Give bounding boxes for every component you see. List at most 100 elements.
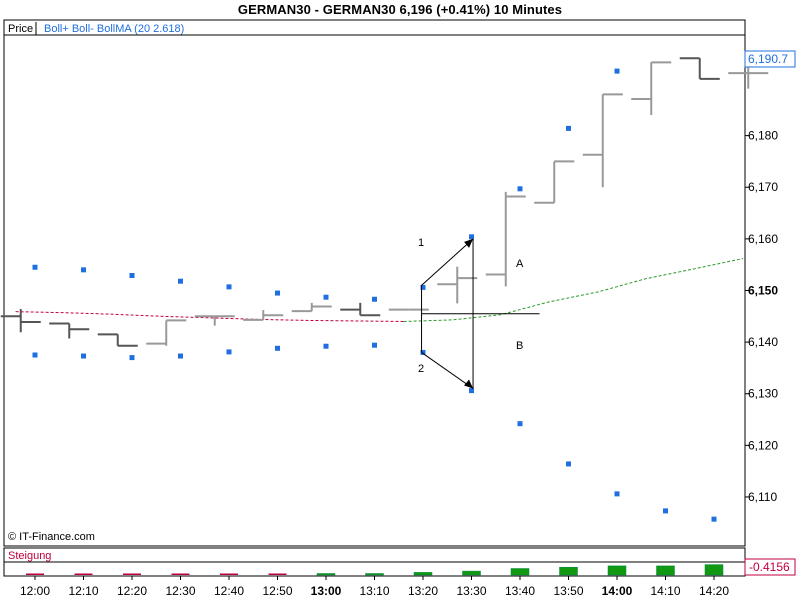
bollinger-ma-green bbox=[403, 257, 744, 322]
boll-upper-point bbox=[275, 290, 280, 296]
slope-bar bbox=[559, 566, 578, 576]
ohlc-bar bbox=[291, 302, 332, 313]
slope-bar bbox=[171, 573, 190, 575]
ohlc-bar bbox=[631, 61, 672, 115]
y-tick-label: 6,160 bbox=[748, 232, 778, 246]
boll-lower-point bbox=[663, 508, 668, 514]
y-tick-label: 6,180 bbox=[748, 129, 778, 143]
ohlc-bar bbox=[437, 266, 478, 304]
moving-average-lines bbox=[15, 257, 744, 322]
boll-lower-point bbox=[566, 461, 571, 467]
trend-arrows bbox=[421, 238, 540, 389]
x-tick-label: 13:40 bbox=[505, 584, 535, 598]
x-tick-label: 14:00 bbox=[602, 584, 633, 598]
y-tick-label: 6,120 bbox=[748, 438, 778, 452]
ohlc-bar bbox=[243, 310, 284, 321]
boll-lower-point bbox=[275, 345, 280, 351]
arrow-2-line bbox=[421, 352, 474, 389]
boll-lower-point bbox=[323, 343, 329, 349]
boll-lower-point bbox=[32, 352, 38, 358]
slope-bar bbox=[26, 573, 44, 575]
svg-text:-0.4156: -0.4156 bbox=[749, 560, 790, 574]
ohlc-bars bbox=[0, 57, 769, 347]
x-axis: 12:00 12:10 12:20 12:30 12:40 12:50 13:00 13:10… bbox=[20, 576, 729, 598]
boll-lower-point bbox=[420, 349, 426, 355]
boll-lower-point bbox=[614, 491, 620, 497]
x-tick-label: 14:20 bbox=[699, 584, 729, 598]
slope-bar bbox=[268, 573, 287, 575]
slope-bar bbox=[607, 565, 627, 576]
x-tick-label: 13:30 bbox=[456, 584, 486, 598]
slope-bar bbox=[656, 565, 675, 576]
x-tick-label: 12:10 bbox=[68, 584, 98, 598]
slope-bar bbox=[220, 573, 238, 575]
boll-upper-point bbox=[614, 68, 620, 74]
ohlc-bar bbox=[97, 333, 138, 347]
boll-lower-point bbox=[129, 355, 135, 361]
x-tick-label: 14:10 bbox=[650, 584, 680, 598]
y-tick-label: 6,110 bbox=[748, 490, 777, 504]
main-plot-frame bbox=[3, 19, 746, 547]
arrow-2-head bbox=[464, 379, 474, 389]
boll-upper-point bbox=[372, 296, 377, 302]
y-tick-label: 6,150 bbox=[748, 283, 778, 297]
bollinger-band-points bbox=[32, 68, 717, 522]
ohlc-bar bbox=[146, 319, 187, 346]
x-tick-label: 13:20 bbox=[408, 584, 438, 598]
slope-bars bbox=[26, 564, 724, 576]
boll-upper-point bbox=[323, 294, 329, 300]
x-tick-label: 12:50 bbox=[262, 584, 292, 598]
svg-text:6,190.7: 6,190.7 bbox=[748, 52, 788, 66]
boll-upper-point bbox=[178, 278, 183, 284]
annotation-B: B bbox=[516, 340, 523, 352]
ohlc-bar bbox=[582, 93, 623, 188]
ohlc-bar bbox=[0, 309, 41, 333]
boll-lower-point bbox=[711, 516, 717, 522]
annotation-2: 2 bbox=[418, 363, 424, 375]
boll-upper-point bbox=[566, 125, 571, 131]
ohlc-bar bbox=[728, 66, 769, 89]
boll-upper-point bbox=[129, 273, 135, 279]
boll-lower-point bbox=[469, 388, 474, 394]
boll-lower-point bbox=[226, 349, 232, 355]
slope-bar bbox=[365, 573, 384, 576]
y-tick-label: 6,170 bbox=[748, 180, 778, 194]
y-axis: 6,110 6,120 6,130 6,140 6,150 6,160 6,170 6,180 bbox=[745, 129, 778, 504]
boll-upper-point bbox=[517, 186, 523, 192]
slope-bar bbox=[123, 573, 141, 575]
x-tick-label: 12:20 bbox=[117, 584, 147, 598]
slope-bar bbox=[413, 572, 433, 576]
slope-bar bbox=[510, 568, 530, 576]
x-tick-label: 12:40 bbox=[214, 584, 244, 598]
price-legend-label: Price bbox=[8, 23, 33, 35]
boll-upper-point bbox=[81, 267, 86, 273]
slope-bar bbox=[462, 570, 481, 576]
boll-lower-point bbox=[178, 353, 183, 359]
ohlc-bar bbox=[485, 191, 526, 287]
x-tick-label: 12:30 bbox=[165, 584, 195, 598]
last-price-tag: 6,190.7 bbox=[744, 50, 796, 68]
boll-lower-point bbox=[517, 421, 523, 427]
arrow-1-head bbox=[464, 238, 474, 248]
boll-upper-point bbox=[420, 284, 426, 290]
ohlc-bar bbox=[49, 322, 90, 339]
copyright-label: © IT-Finance.com bbox=[8, 531, 95, 543]
boll-upper-point bbox=[226, 284, 232, 290]
slope-label: Steigung bbox=[8, 550, 51, 562]
slope-bar bbox=[704, 564, 724, 576]
annotation-A: A bbox=[516, 258, 524, 270]
chart-title: GERMAN30 - GERMAN30 6,196 (+0.41%) 10 Mi… bbox=[237, 2, 563, 17]
slope-bar bbox=[316, 573, 336, 576]
bollinger-legend-label: Boll+ Boll- BollMA (20 2.618) bbox=[44, 23, 184, 35]
boll-upper-point bbox=[32, 264, 38, 270]
x-tick-label: 13:10 bbox=[359, 584, 389, 598]
ohlc-bar bbox=[194, 315, 235, 326]
annotation-1: 1 bbox=[418, 237, 424, 249]
boll-upper-point bbox=[469, 234, 474, 240]
y-tick-label: 6,130 bbox=[748, 387, 778, 401]
boll-lower-point bbox=[81, 353, 86, 359]
x-tick-label: 12:00 bbox=[20, 584, 50, 598]
y-tick-label: 6,140 bbox=[748, 335, 778, 349]
ohlc-bar bbox=[679, 57, 720, 80]
